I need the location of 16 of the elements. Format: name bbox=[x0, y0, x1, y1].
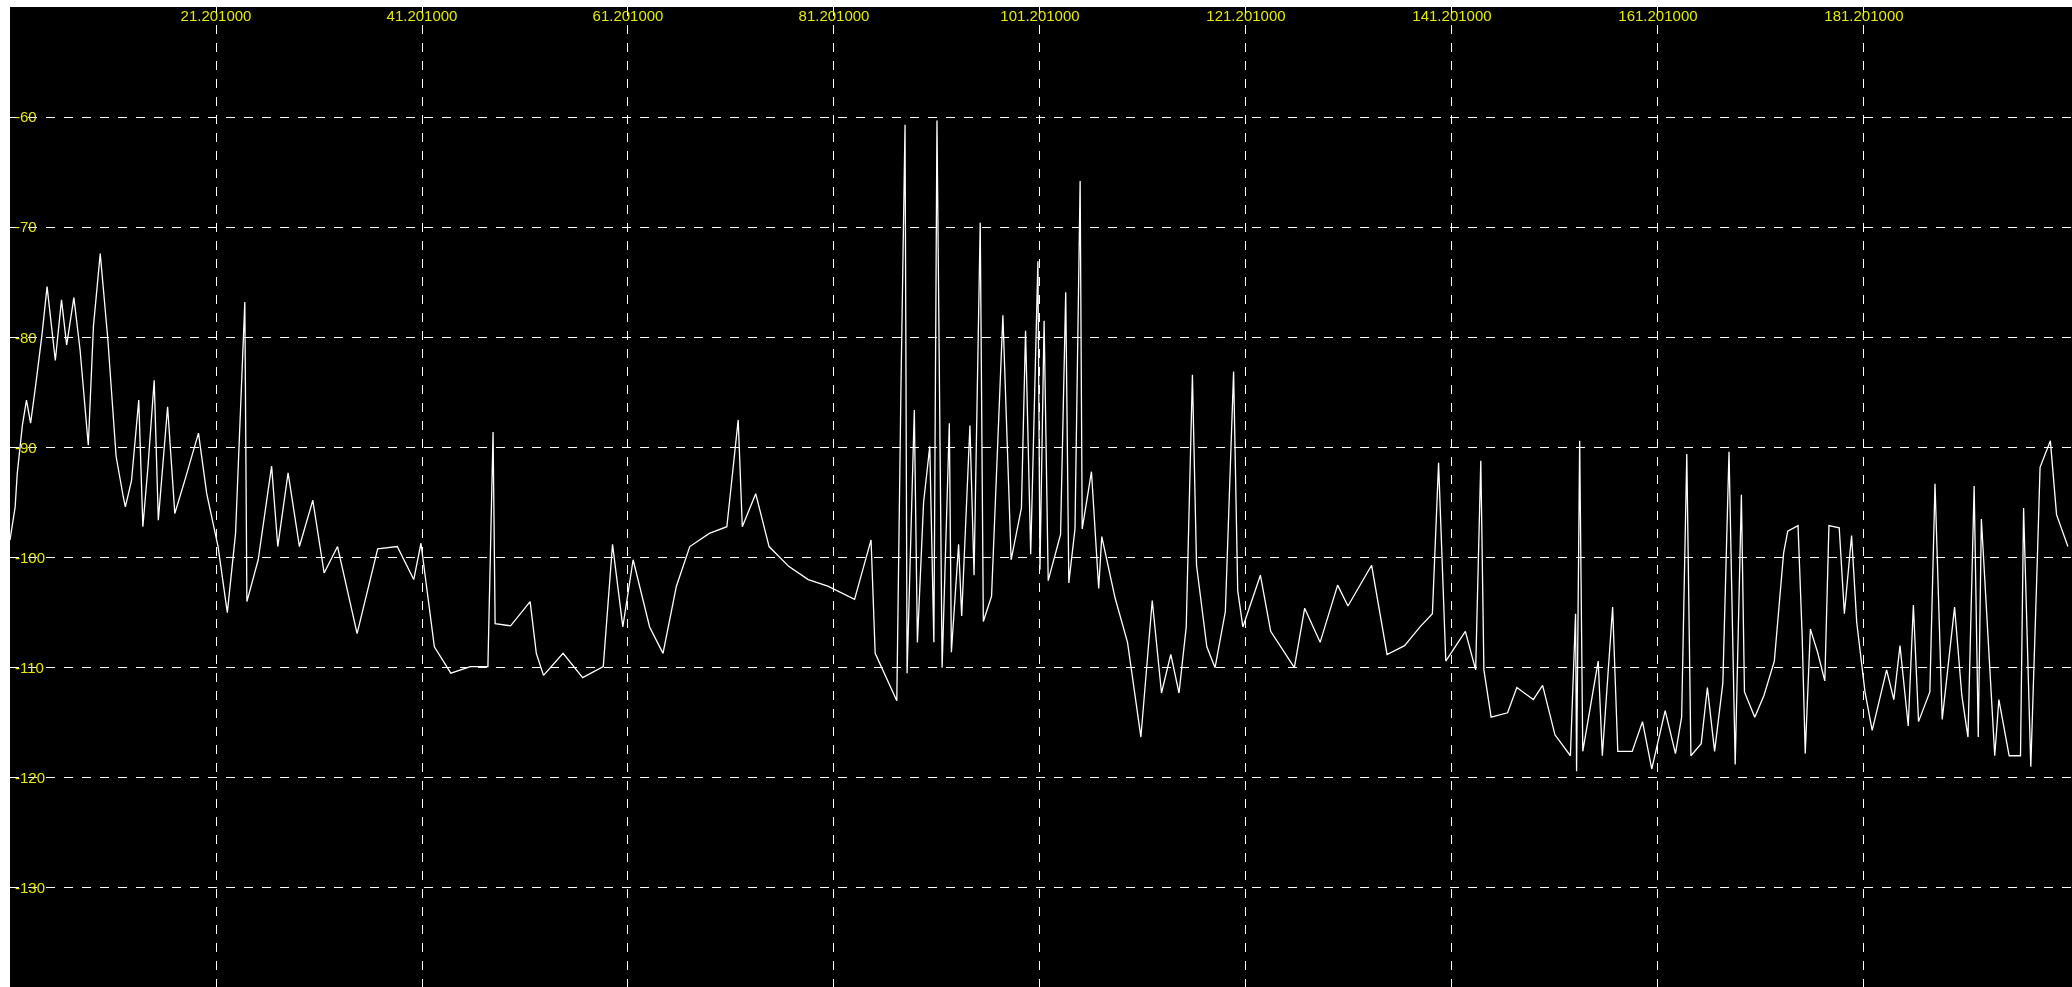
x-tick-label: 41.201000 bbox=[386, 6, 458, 24]
x-tick-label: 121.201000 bbox=[1206, 6, 1286, 24]
x-tick-label: 21.201000 bbox=[180, 6, 252, 24]
x-tick-label: 161.201000 bbox=[1618, 6, 1698, 24]
y-tick-label: -80 bbox=[15, 328, 37, 346]
y-tick-label: -70 bbox=[15, 218, 37, 236]
y-tick-label: -60 bbox=[15, 108, 37, 126]
y-tick-label: -120 bbox=[15, 769, 46, 787]
y-tick-label: -130 bbox=[15, 879, 46, 897]
x-tick-label: 61.201000 bbox=[592, 6, 664, 24]
y-tick-label: -100 bbox=[15, 548, 46, 566]
x-tick-label: 81.201000 bbox=[798, 6, 870, 24]
x-tick-label: 181.201000 bbox=[1824, 6, 1904, 24]
y-tick-label: -110 bbox=[15, 658, 44, 676]
x-tick-label: 101.201000 bbox=[1000, 6, 1080, 24]
x-tick-label: 141.201000 bbox=[1412, 6, 1492, 24]
